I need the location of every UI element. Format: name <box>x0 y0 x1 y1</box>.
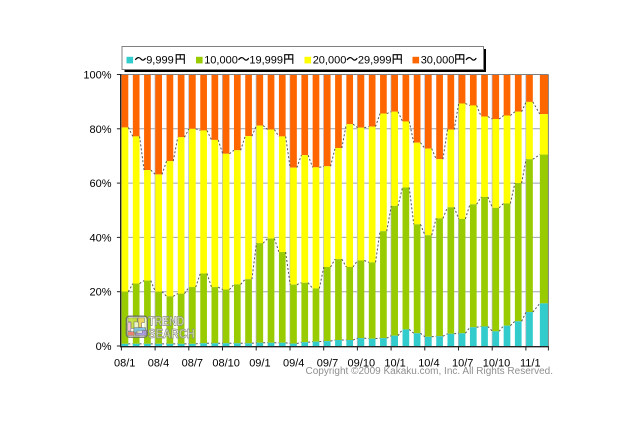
svg-text:Copyright ©2009 Kakaku.com, In: Copyright ©2009 Kakaku.com, Inc. All Rig… <box>306 366 554 377</box>
svg-text:40%: 40% <box>89 232 111 244</box>
svg-text:08/4: 08/4 <box>148 358 169 370</box>
svg-text:10/10: 10/10 <box>483 358 511 370</box>
svg-text:08/1: 08/1 <box>114 358 135 370</box>
svg-text:80%: 80% <box>89 124 111 136</box>
svg-text:29,999: 29,999 <box>358 54 392 66</box>
svg-text:08/7: 08/7 <box>182 358 203 370</box>
svg-text:10/4: 10/4 <box>418 358 439 370</box>
svg-text:19,999: 19,999 <box>249 54 283 66</box>
svg-text:60%: 60% <box>89 178 111 190</box>
svg-text:0%: 0% <box>96 341 112 353</box>
svg-text:11/1: 11/1 <box>520 358 541 370</box>
svg-text:SEARCH: SEARCH <box>148 326 195 341</box>
svg-text:09/1: 09/1 <box>249 358 270 370</box>
svg-text:10/1: 10/1 <box>384 358 405 370</box>
svg-text:30,000: 30,000 <box>421 54 455 66</box>
svg-text:20,000: 20,000 <box>313 54 347 66</box>
svg-text:100%: 100% <box>83 70 111 82</box>
svg-text:10,000: 10,000 <box>204 54 238 66</box>
svg-text:09/7: 09/7 <box>317 358 338 370</box>
svg-text:09/4: 09/4 <box>283 358 304 370</box>
svg-text:TREND: TREND <box>148 313 184 328</box>
svg-text:09/10: 09/10 <box>348 358 376 370</box>
svg-text:10/7: 10/7 <box>452 358 473 370</box>
svg-text:08/10: 08/10 <box>212 358 240 370</box>
svg-text:20%: 20% <box>89 287 111 299</box>
svg-text:9,999: 9,999 <box>146 54 174 66</box>
